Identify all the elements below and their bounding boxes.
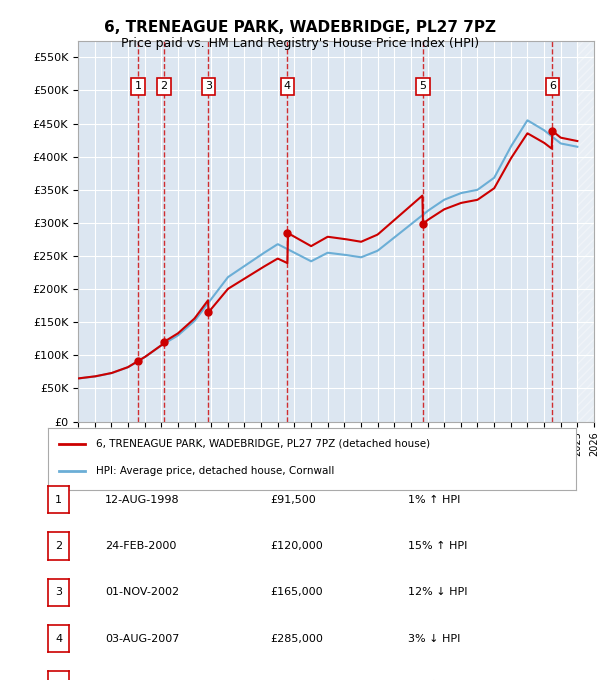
Bar bbox=[577, 41, 594, 422]
Text: 3% ↓ HPI: 3% ↓ HPI bbox=[408, 634, 460, 643]
Text: 3: 3 bbox=[55, 588, 62, 597]
Text: 6: 6 bbox=[549, 82, 556, 92]
Text: 1: 1 bbox=[135, 82, 142, 92]
Text: 12-AUG-1998: 12-AUG-1998 bbox=[105, 495, 179, 505]
Text: 6, TRENEAGUE PARK, WADEBRIDGE, PL27 7PZ (detached house): 6, TRENEAGUE PARK, WADEBRIDGE, PL27 7PZ … bbox=[95, 439, 430, 449]
Text: £91,500: £91,500 bbox=[270, 495, 316, 505]
Text: 6, TRENEAGUE PARK, WADEBRIDGE, PL27 7PZ: 6, TRENEAGUE PARK, WADEBRIDGE, PL27 7PZ bbox=[104, 20, 496, 35]
Text: £165,000: £165,000 bbox=[270, 588, 323, 597]
Text: 15% ↑ HPI: 15% ↑ HPI bbox=[408, 541, 467, 551]
Text: 24-FEB-2000: 24-FEB-2000 bbox=[105, 541, 176, 551]
Text: 03-AUG-2007: 03-AUG-2007 bbox=[105, 634, 179, 643]
Text: 12% ↓ HPI: 12% ↓ HPI bbox=[408, 588, 467, 597]
Text: 5: 5 bbox=[419, 82, 427, 92]
Text: 1: 1 bbox=[55, 495, 62, 505]
Text: £285,000: £285,000 bbox=[270, 634, 323, 643]
Text: 01-NOV-2002: 01-NOV-2002 bbox=[105, 588, 179, 597]
Text: 3: 3 bbox=[205, 82, 212, 92]
Text: 2: 2 bbox=[160, 82, 167, 92]
Text: 1% ↑ HPI: 1% ↑ HPI bbox=[408, 495, 460, 505]
Text: HPI: Average price, detached house, Cornwall: HPI: Average price, detached house, Corn… bbox=[95, 466, 334, 476]
Text: 2: 2 bbox=[55, 541, 62, 551]
Text: Price paid vs. HM Land Registry's House Price Index (HPI): Price paid vs. HM Land Registry's House … bbox=[121, 37, 479, 50]
Text: 4: 4 bbox=[55, 634, 62, 643]
Text: 4: 4 bbox=[284, 82, 291, 92]
Text: £120,000: £120,000 bbox=[270, 541, 323, 551]
